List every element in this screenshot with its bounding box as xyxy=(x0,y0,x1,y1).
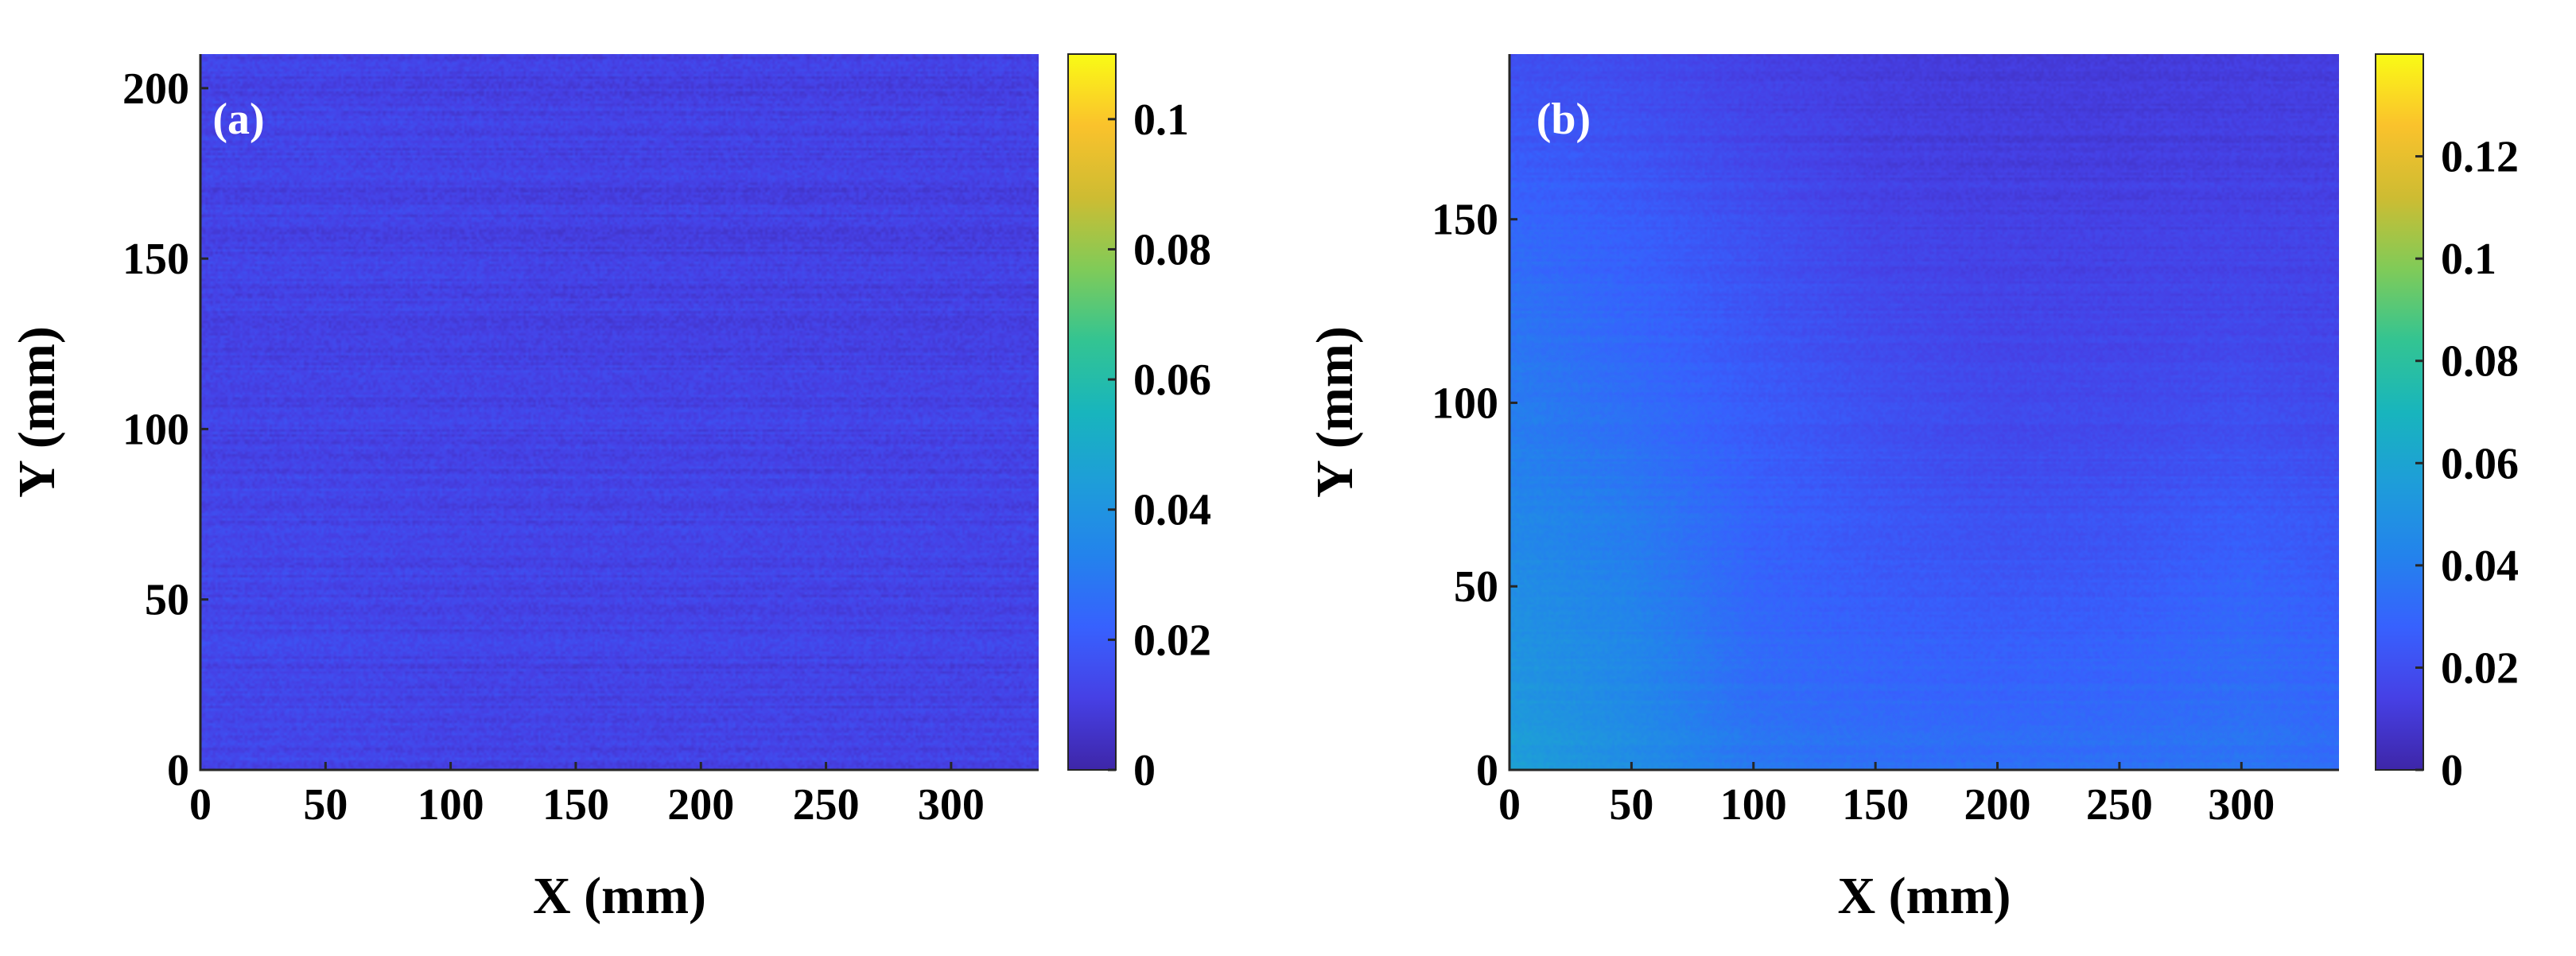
colorbar-tick-label: 0.06 xyxy=(2441,439,2519,488)
x-tick-label: 150 xyxy=(542,780,609,830)
y-tick-label: 50 xyxy=(1454,562,1498,612)
x-axis-label: X (mm) xyxy=(533,867,706,925)
x-tick-label: 100 xyxy=(418,780,484,830)
y-tick-label: 0 xyxy=(1476,746,1498,795)
colorbar-tick-label: 0 xyxy=(2441,746,2463,795)
panel-label: (b) xyxy=(1537,95,1591,144)
colorbar-tick-label: 0.08 xyxy=(2441,337,2519,387)
x-tick-label: 200 xyxy=(1964,780,2031,830)
x-tick-label: 50 xyxy=(303,780,348,830)
colorbar-tick-label: 0.02 xyxy=(2441,643,2519,693)
x-tick-label: 0 xyxy=(189,780,212,830)
x-tick-label: 250 xyxy=(793,780,860,830)
x-tick-label: 150 xyxy=(1842,780,1909,830)
x-tick-label: 250 xyxy=(2086,780,2153,830)
colorbar-tick-label: 0 xyxy=(1133,746,1156,795)
y-tick-label: 100 xyxy=(1432,379,1498,428)
colorbar-tick-label: 0.12 xyxy=(2441,133,2519,182)
colorbar xyxy=(2375,53,2424,771)
colorbar-tick-label: 0.08 xyxy=(1133,225,1211,274)
y-tick-label: 100 xyxy=(122,405,189,454)
colorbar-tick-label: 0.04 xyxy=(2441,542,2519,591)
panel-label: (a) xyxy=(212,95,264,144)
colorbar xyxy=(1067,53,1117,771)
x-tick-label: 100 xyxy=(1720,780,1787,830)
y-tick-label: 200 xyxy=(122,64,189,114)
panel-b: 0 50 100 150 200 250 300 0 50 100 150 X (mm) Y (mm) (… xyxy=(1306,53,2519,925)
colorbar-tick-label: 0.06 xyxy=(1133,356,1211,405)
x-tick-label: 300 xyxy=(2208,780,2275,830)
heatmap-image xyxy=(1509,54,2339,770)
y-axis-label: Y (mm) xyxy=(8,326,66,498)
x-tick-label: 200 xyxy=(667,780,734,830)
x-axis-label: X (mm) xyxy=(1837,867,2011,925)
heatmap-image xyxy=(200,54,1039,770)
colorbar-tick-label: 0.02 xyxy=(1133,616,1211,665)
x-tick-label: 0 xyxy=(1498,780,1521,830)
panel-a: 0 50 100 150 200 250 300 0 50 100 150 200 X (mm) Y (m… xyxy=(8,53,1211,925)
colorbar-tick-label: 0.1 xyxy=(2441,235,2496,284)
y-tick-label: 0 xyxy=(167,746,189,795)
y-axis-label: Y (mm) xyxy=(1306,326,1364,498)
colorbar-tick-label: 0.04 xyxy=(1133,486,1211,535)
colorbar-tick-label: 0.1 xyxy=(1133,95,1189,145)
x-tick-label: 300 xyxy=(918,780,985,830)
y-tick-label: 50 xyxy=(145,576,189,625)
x-tick-label: 50 xyxy=(1609,780,1653,830)
y-tick-label: 150 xyxy=(1432,196,1498,245)
y-tick-label: 150 xyxy=(122,235,189,284)
